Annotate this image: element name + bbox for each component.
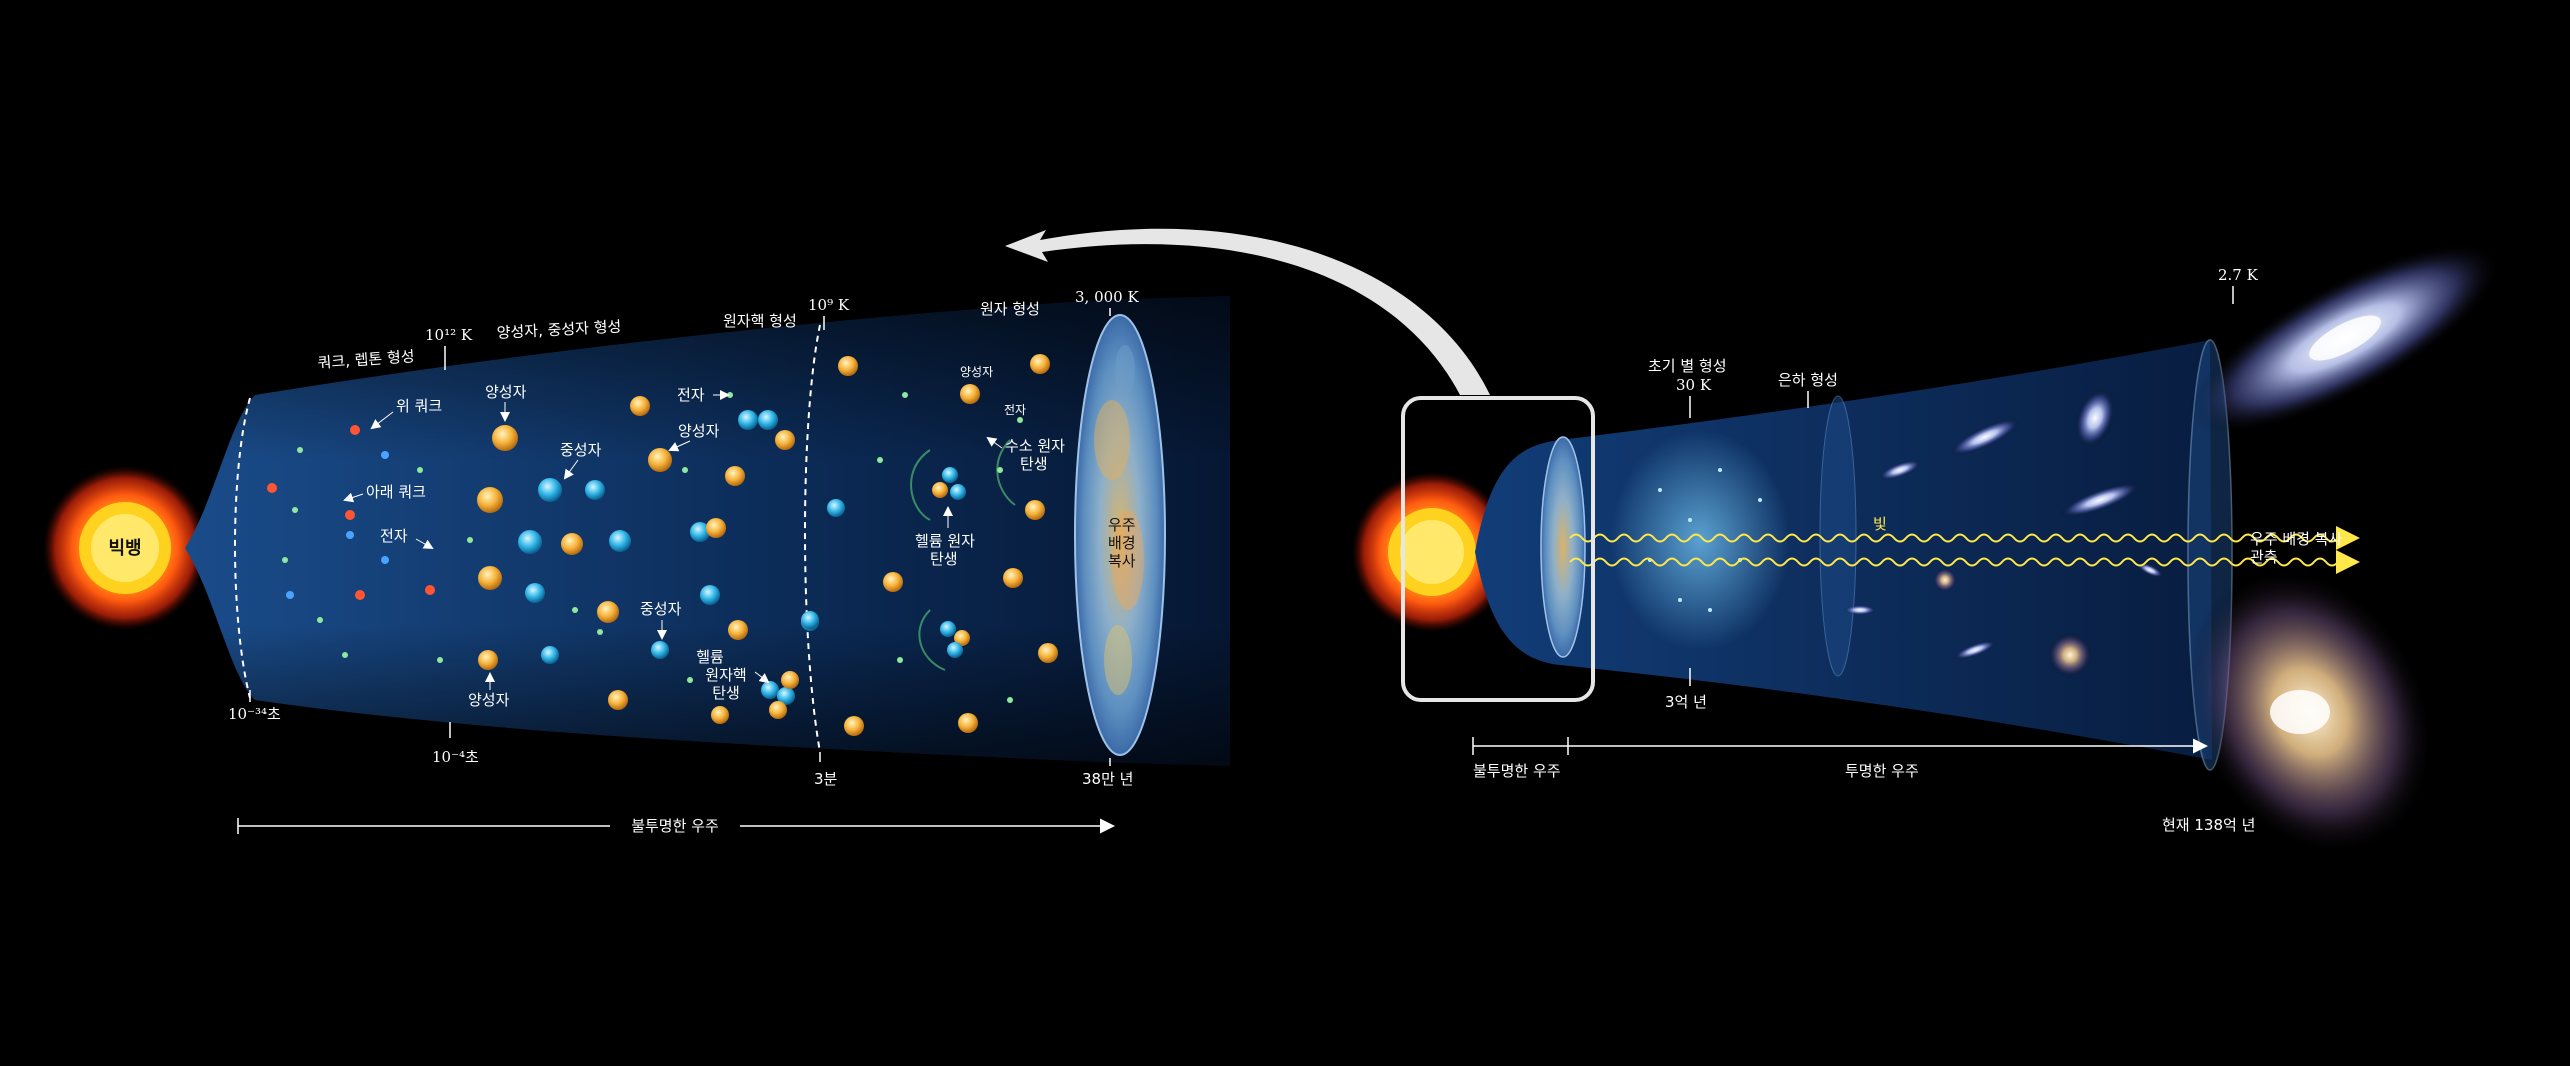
temp-3000: 3, 000 K	[1075, 288, 1139, 306]
label-transparent: 투명한 우주	[1845, 762, 1919, 780]
light-wave-1	[1569, 526, 2360, 550]
label-neutron-1: 중성자	[560, 441, 602, 459]
label-helium-nucleus-2: 원자핵	[705, 666, 746, 684]
temp-1e9: 10⁹ K	[808, 296, 850, 314]
time-1e-4s: 10⁻⁴초	[432, 748, 479, 766]
cmb-disc-right	[1540, 436, 1586, 658]
big-bang-label: 빅뱅	[108, 538, 141, 559]
label-opaque-right: 불투명한 우주	[1473, 762, 1561, 780]
label-cmb-observe-2: 관측	[2250, 548, 2278, 566]
span-opaque-label: 불투명한 우주	[631, 817, 719, 835]
label-proton-2: 양성자	[678, 422, 720, 440]
label-light: 빛	[1873, 515, 1887, 533]
label-electron-2: 전자	[677, 386, 705, 404]
light-wave-2	[1569, 550, 2360, 574]
label-30k: 30 K	[1676, 376, 1712, 394]
label-2-7k: 2.7 K	[2218, 266, 2259, 284]
stage-proton-neutron: 양성자, 중성자 형성	[496, 317, 621, 342]
label-hydrogen-atom-1: 수소 원자	[1005, 437, 1065, 455]
label-helium-atom-1: 헬륨 원자	[915, 532, 975, 550]
quark-particles	[267, 425, 473, 663]
stage-atom: 원자 형성	[980, 300, 1040, 318]
label-cmb-3: 복사	[1108, 552, 1136, 570]
right-span: 불투명한 우주 투명한 우주 현재 138억 년	[1472, 737, 2255, 834]
label-cmb-2: 배경	[1108, 534, 1136, 552]
label-electron-3: 전자	[1004, 403, 1026, 417]
cmb-mottling	[1094, 345, 1144, 695]
opaque-span-left: 불투명한 우주	[237, 817, 1115, 835]
time-3min: 3분	[814, 770, 838, 788]
label-galaxy: 은하 형성	[1778, 371, 1838, 389]
sombrero-galaxy	[2186, 568, 2434, 856]
stage-nucleus: 원자핵 형성	[723, 312, 797, 330]
label-early-star: 초기 별 형성	[1648, 357, 1727, 375]
galaxies	[1844, 389, 2163, 677]
label-hydrogen-atom-2: 탄생	[1020, 455, 1048, 473]
boundary-3min	[804, 324, 821, 753]
label-helium-nucleus-1: 헬륨	[696, 648, 724, 666]
label-up-quark: 위 쿼크	[396, 397, 442, 415]
label-now-13-8b: 현재 138억 년	[2162, 816, 2255, 834]
big-bang-burst	[43, 466, 207, 630]
label-proton-1: 양성자	[485, 383, 527, 401]
left-panel: 빅뱅 쿼크, 렙톤 형성 양성자, 중성자 형성 원자핵 형성 원자 형성 10…	[43, 288, 1230, 835]
baryon-particles	[477, 392, 819, 724]
big-bang-burst-right	[1352, 472, 1512, 632]
zoom-arrow	[1005, 228, 1490, 395]
label-proton-3: 양성자	[468, 691, 510, 709]
time-380k: 38만 년	[1082, 770, 1133, 788]
label-cmb-observe-1: 우주 배경 복사	[2250, 530, 2343, 548]
time-1e-34s: 10⁻³⁴초	[228, 705, 281, 723]
boundary-1e-34s	[234, 397, 251, 699]
label-electron-1: 전자	[380, 527, 408, 545]
zoom-highlight-box	[1401, 396, 1595, 702]
right-panel: 초기 별 형성 30 K 은하 형성 2.7 K 빛 우주 배경 복사 관측 3…	[1352, 242, 2502, 856]
atom-particles	[801, 354, 1058, 736]
early-stars-region	[1610, 430, 1790, 650]
label-helium-nucleus-3: 탄생	[712, 684, 740, 702]
label-proton-4: 양성자	[960, 365, 993, 379]
label-cmb-1: 우주	[1108, 516, 1136, 534]
galaxy-plane	[1819, 395, 1857, 677]
label-neutron-2: 중성자	[640, 600, 682, 618]
label-helium-atom-2: 탄생	[930, 550, 958, 568]
andromeda-galaxy	[2188, 242, 2502, 434]
label-300m-years: 3억 년	[1665, 693, 1707, 711]
temp-1e12: 10¹² K	[425, 326, 473, 344]
stage-quark-lepton: 쿼크, 렙톤 형성	[317, 347, 415, 372]
label-down-quark: 아래 쿼크	[366, 483, 426, 501]
